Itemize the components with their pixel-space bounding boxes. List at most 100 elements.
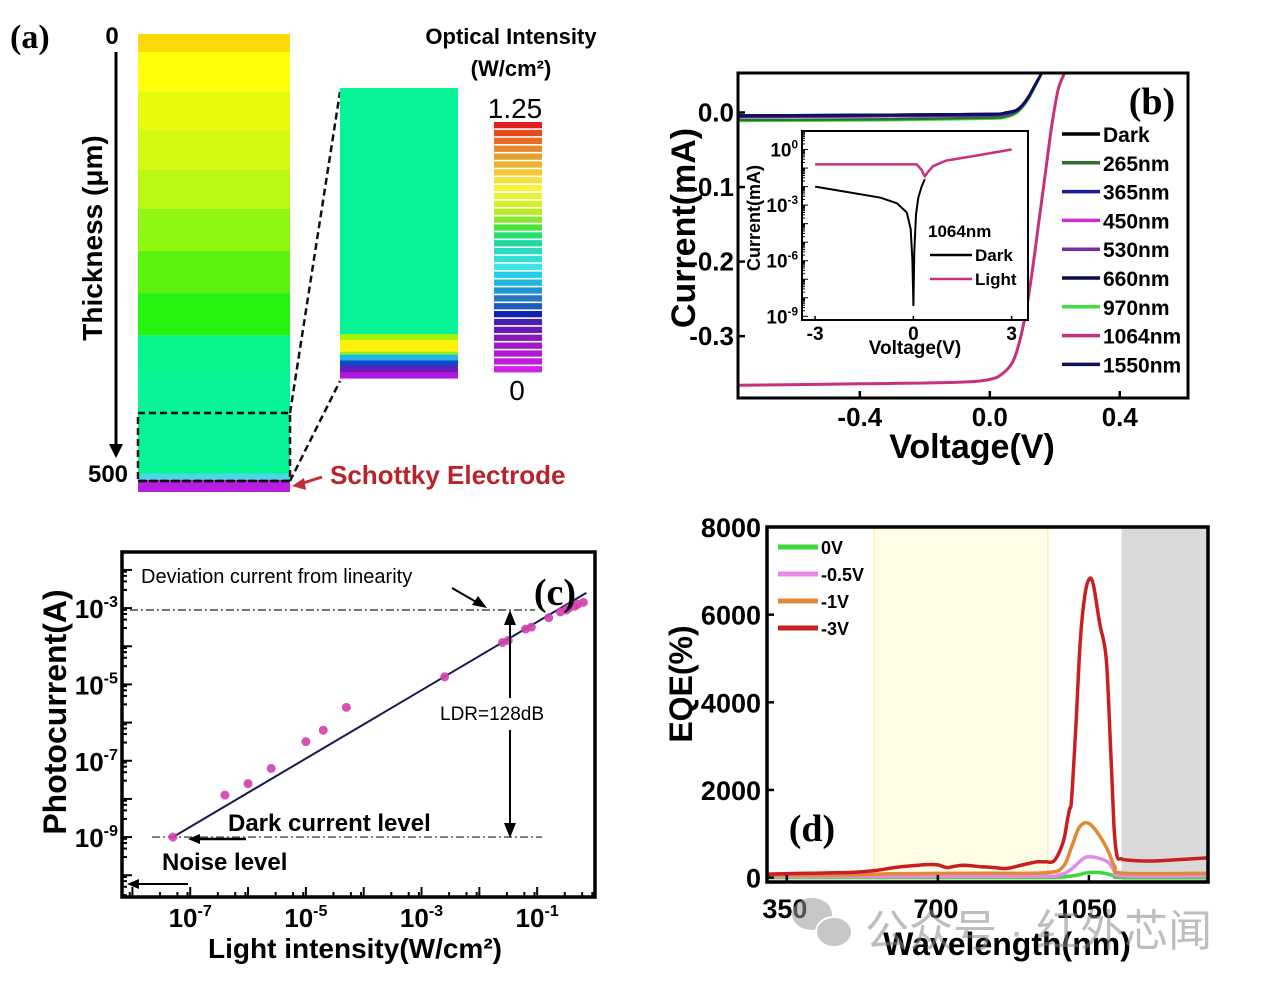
heatmap-zoom-layer <box>340 372 458 379</box>
x-tick-label: 0.4 <box>1102 402 1139 432</box>
colorbar-swatch <box>494 177 542 184</box>
y-tick-label: 500 <box>88 461 128 488</box>
heatmap-layer <box>138 208 290 251</box>
colorbar-swatch <box>494 318 542 326</box>
y-tick-label: 6000 <box>701 601 761 631</box>
inset-legend-label: Dark <box>975 246 1013 265</box>
x-tick-label: -0.4 <box>837 402 882 432</box>
colorbar-min-label: 0 <box>509 375 525 406</box>
inset-plot-area <box>814 148 1012 307</box>
arrow-up-icon <box>504 610 516 625</box>
legend-label: 1064nm <box>1103 326 1181 349</box>
arrow-left-icon <box>188 834 200 844</box>
data-point <box>503 636 513 646</box>
colorbar-swatch <box>494 342 542 349</box>
y-tick-label: 8000 <box>701 513 761 543</box>
colorbar-swatch <box>494 295 542 302</box>
data-point <box>243 779 253 789</box>
inset-legend-title: 1064nm <box>928 222 991 241</box>
colorbar-swatch <box>494 240 542 247</box>
colorbar-swatch <box>494 350 542 357</box>
colorbar-swatch <box>494 326 542 334</box>
inset-y-tick-label: 10-6 <box>766 250 798 273</box>
noise-level-annotation: Noise level <box>162 849 287 876</box>
data-point <box>220 790 230 800</box>
inset-y-tick-label: 100 <box>770 139 798 162</box>
inset-x-tick-label: 3 <box>1006 324 1017 345</box>
colorbar-swatch <box>494 255 542 263</box>
colorbar-swatch <box>494 271 542 278</box>
inset-series-Dark <box>814 178 926 307</box>
heatmap-layer <box>138 250 290 294</box>
data-point <box>526 622 536 632</box>
heatmap-layer <box>138 34 290 53</box>
data-point <box>266 763 276 773</box>
panel-label-a: (a) <box>10 19 50 56</box>
y-tick-label: -0.1 <box>689 172 734 202</box>
y-axis-label: Thickness (μm) <box>77 135 108 340</box>
data-point <box>301 737 311 747</box>
wechat-bubble-small <box>815 916 853 948</box>
inset-y-tick-label: 10-3 <box>766 194 798 217</box>
x-tick-label: 700 <box>913 894 958 924</box>
panel-label-b: (b) <box>1129 81 1175 123</box>
colorbar-unit: (W/cm²) <box>471 56 552 81</box>
x-tick-label: 10-1 <box>516 902 559 933</box>
legend-label: 660nm <box>1103 268 1170 291</box>
colorbar-swatch <box>494 122 542 129</box>
heatmap-layer <box>138 52 290 92</box>
panel-label-c: (c) <box>534 572 576 614</box>
heatmap-zoom-layer <box>340 351 458 356</box>
heatmap-zoom-layer <box>340 360 458 367</box>
heatmap-zoom-layer <box>340 354 458 361</box>
series-line--1V <box>767 820 1208 878</box>
colorbar-swatch <box>494 334 542 341</box>
x-axis-label: Wavelength(nm) <box>883 926 1131 962</box>
series-line-660nm <box>738 73 1043 117</box>
inset-y-axis-label: Current(mA) <box>744 165 764 271</box>
legend-label: 970nm <box>1103 297 1170 320</box>
linear-fit-line <box>172 591 587 838</box>
colorbar-swatch <box>494 224 542 231</box>
colorbar-swatch <box>494 169 542 176</box>
x-tick-label: 1050 <box>1057 894 1117 924</box>
colorbar-swatch <box>494 232 542 239</box>
data-point <box>440 672 450 682</box>
y-tick-label: 2000 <box>701 776 761 806</box>
colorbar-swatch <box>494 200 542 208</box>
inset-legend-label: Light <box>975 270 1017 289</box>
colorbar-swatch <box>494 311 542 318</box>
zoom-connector-line <box>288 380 342 482</box>
data-point <box>341 702 351 712</box>
legend-label: Dark <box>1103 124 1150 147</box>
y-axis-label: EQE(%) <box>663 625 699 742</box>
schottky-electrode-label: Schottky Electrode <box>330 460 566 490</box>
colorbar-max-label: 1.25 <box>488 93 543 124</box>
heatmap-layer <box>138 371 290 474</box>
arrow-icon <box>472 596 487 608</box>
x-axis-label: Light intensity(W/cm²) <box>208 933 502 964</box>
y-tick-label: 0 <box>746 864 761 894</box>
y-tick-label: 0 <box>105 23 118 50</box>
colorbar-swatch <box>494 192 542 200</box>
inset-y-tick-label: 10-9 <box>766 305 798 328</box>
legend-label: 450nm <box>1103 210 1170 233</box>
legend-label: -1V <box>821 592 849 612</box>
colorbar-swatch <box>494 185 542 192</box>
colorbar-swatch <box>494 279 542 286</box>
inset-x-tick-label: -3 <box>807 324 824 345</box>
legend-label: 265nm <box>1103 153 1170 176</box>
watermark: 公众号 · 红外芯闻 <box>792 898 1212 956</box>
data-point <box>168 832 178 842</box>
panel-b: 0.0 -0.1 -0.2 -0.3 -0.4 0.0 0.4 Voltage(V) Curre… <box>665 71 1190 466</box>
panel-c: 10-3 10-5 10-7 10-9 10-7 10-5 10-3 10-1 Light in… <box>37 550 597 964</box>
dark-current-annotation: Dark current level <box>228 810 431 837</box>
deviation-arrow-line <box>451 587 479 604</box>
plot-frame-d <box>765 525 1210 884</box>
y-tick-label: 10-9 <box>75 822 118 853</box>
zoom-connector-line <box>288 91 342 414</box>
heatmap-layer <box>138 335 290 372</box>
colorbar-swatch <box>494 208 542 215</box>
